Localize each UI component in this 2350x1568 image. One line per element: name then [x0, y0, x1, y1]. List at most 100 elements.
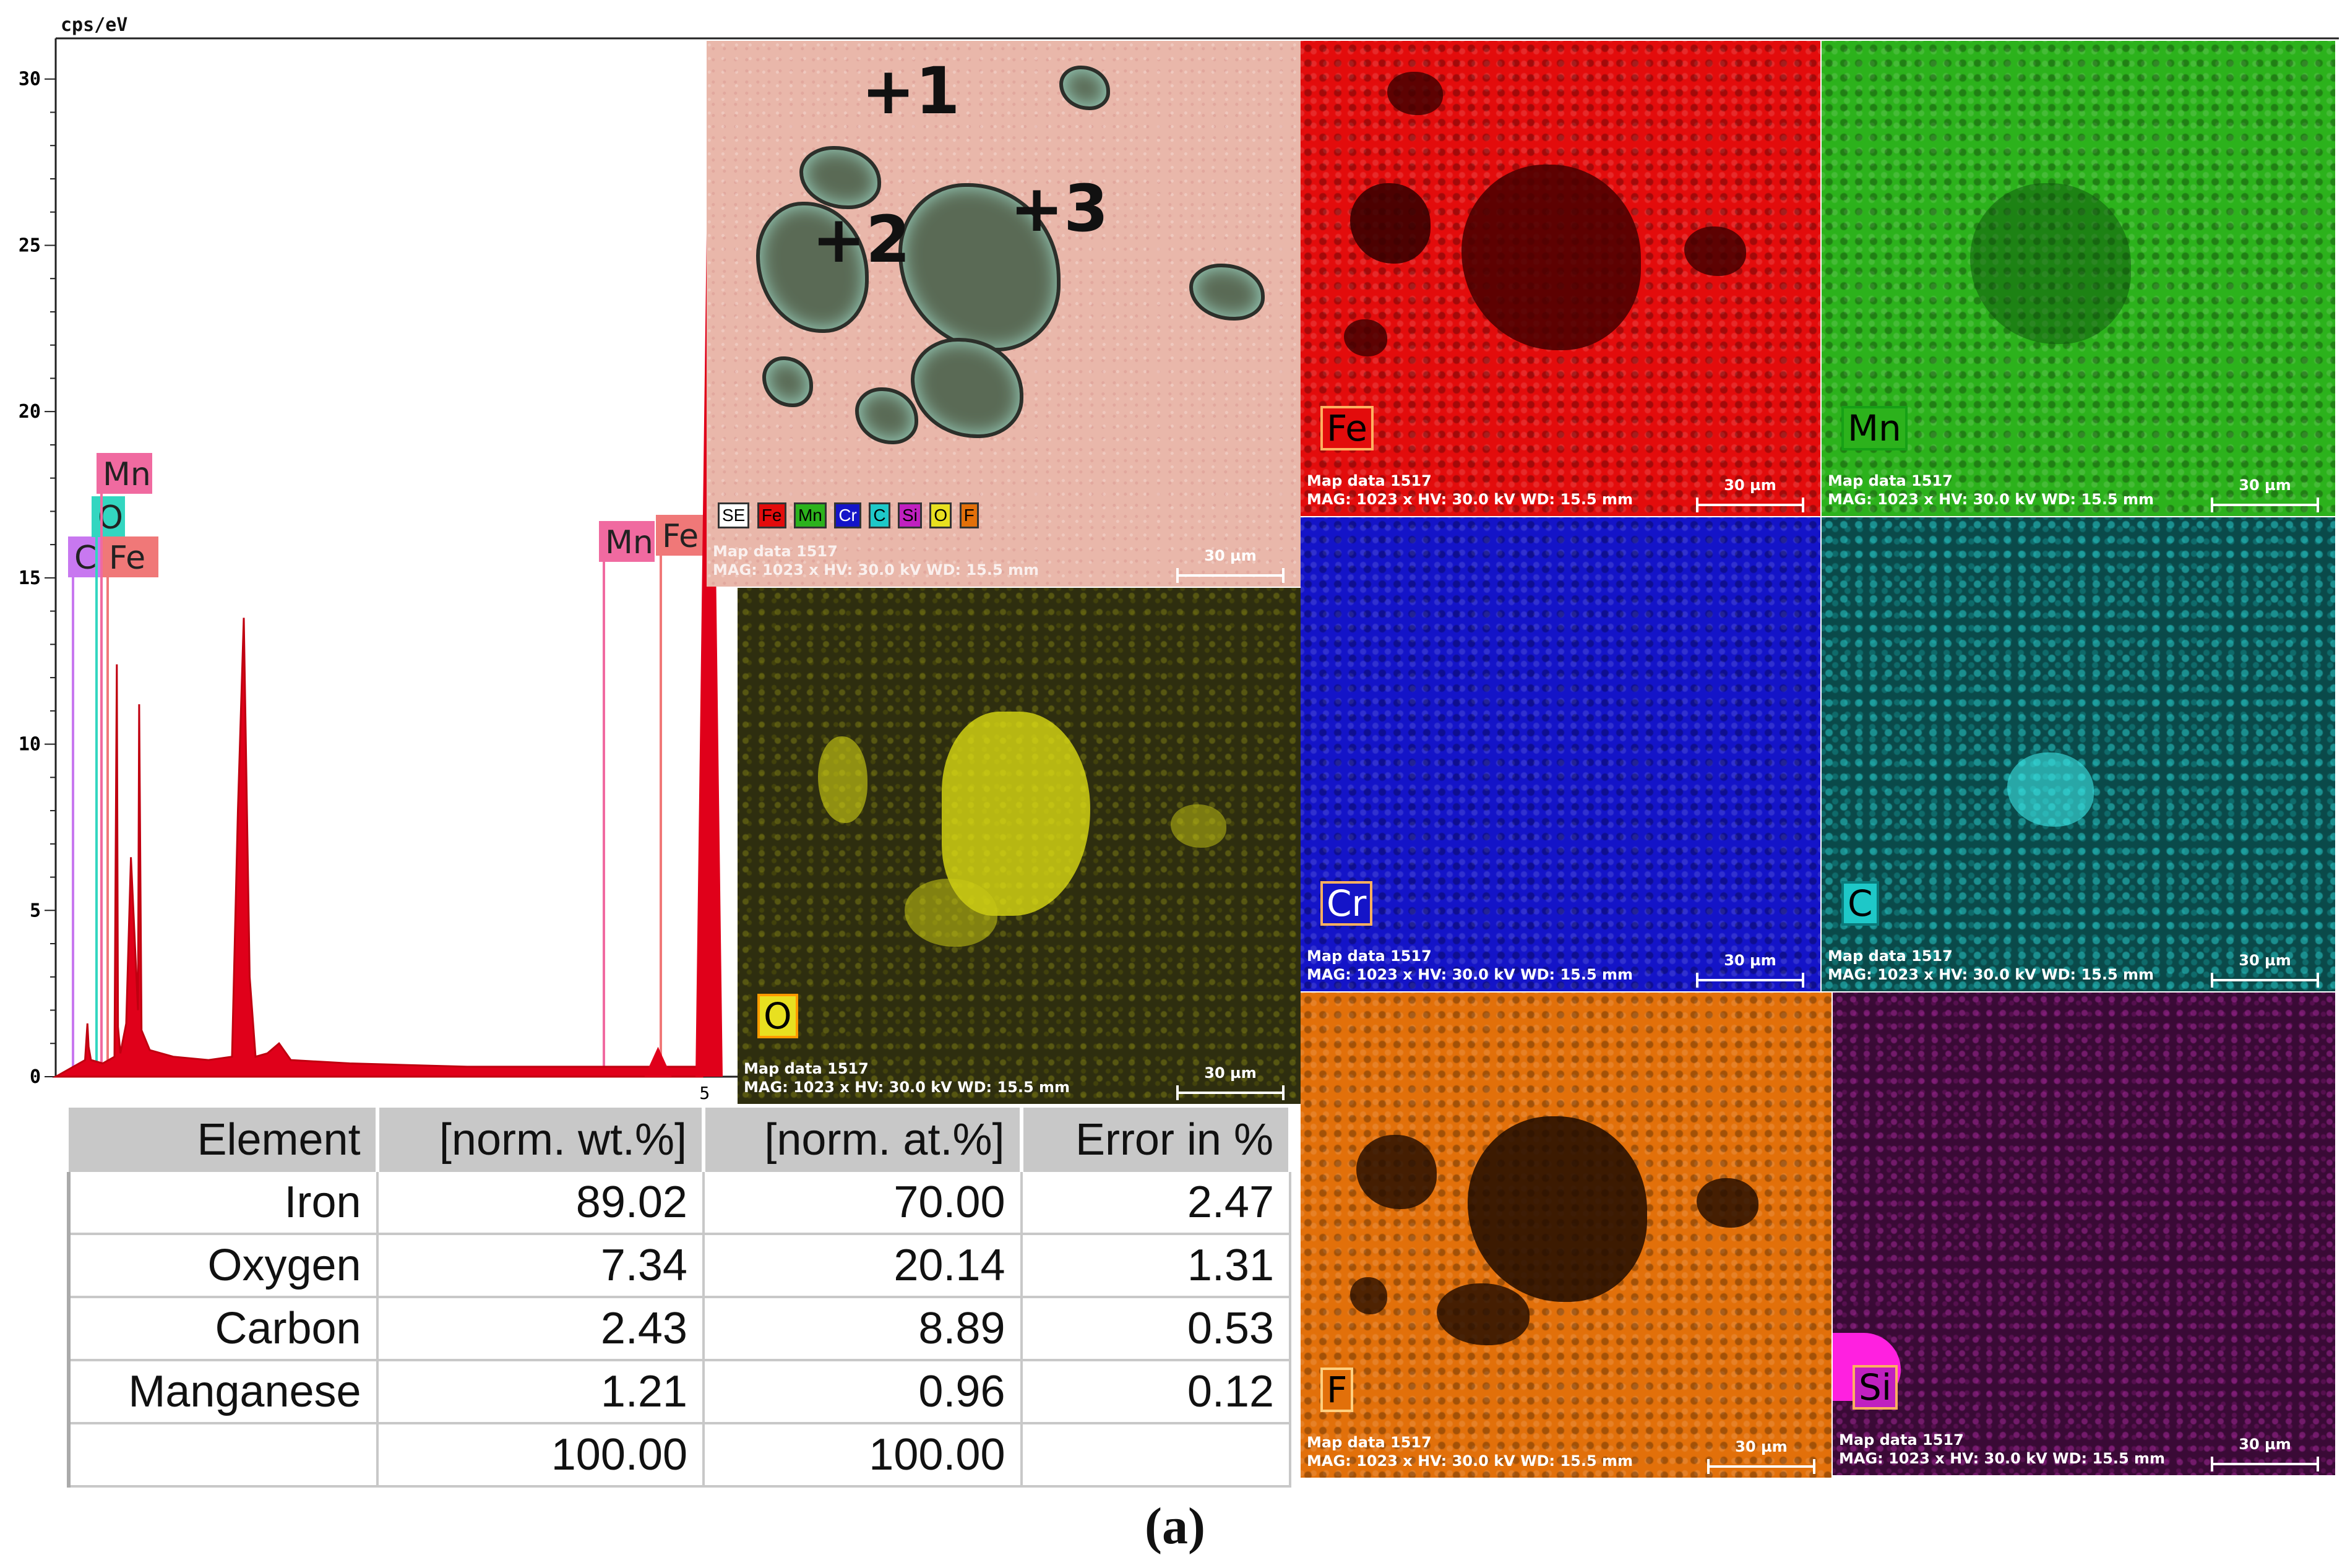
cell: 2.43	[376, 1297, 705, 1361]
legend-c: C	[869, 502, 890, 528]
map-mn-scale: 30 µm	[2239, 476, 2291, 494]
map-cr: Cr Map data 1517 MAG: 1023 x HV: 30.0 kV …	[1301, 517, 1820, 991]
map-cr-tag: Cr	[1320, 881, 1373, 926]
map-fe-tag: Fe	[1320, 406, 1374, 450]
map-mn-params: MAG: 1023 x HV: 30.0 kV WD: 15.5 mm	[1828, 491, 2154, 508]
map-title: Map data 1517	[713, 543, 838, 560]
map-fe-title: Map data 1517	[1307, 472, 1432, 489]
map-fe-params: MAG: 1023 x HV: 30.0 kV WD: 15.5 mm	[1307, 491, 1633, 508]
peak-label-mn: Mn	[605, 524, 653, 561]
map-c-scale: 30 µm	[2239, 952, 2291, 969]
cell: 0.53	[1020, 1297, 1291, 1361]
map-c: C Map data 1517 MAG: 1023 x HV: 30.0 kV W…	[1822, 517, 2335, 991]
col-wt: [norm. wt.%]	[377, 1108, 705, 1172]
map-mn: Mn Map data 1517 MAG: 1023 x HV: 30.0 kV …	[1822, 41, 2335, 516]
cell: 100.00	[702, 1423, 1023, 1488]
y-tick-label: 0	[30, 1066, 41, 1088]
scale-label: 30 µm	[1204, 547, 1257, 564]
table-header-row: Element [norm. wt.%] [norm. at.%] Error …	[69, 1108, 1292, 1172]
cell: Iron	[67, 1172, 379, 1235]
cell	[67, 1423, 379, 1488]
map-fe: Fe Map data 1517 MAG: 1023 x HV: 30.0 kV …	[1301, 41, 1820, 516]
y-ticks: 0 5 10 15 20 25 30	[19, 69, 56, 1088]
x-ticks: 5	[699, 1083, 710, 1103]
map-si-title: Map data 1517	[1839, 1431, 1964, 1449]
map-cr-scale: 30 µm	[1724, 952, 1776, 969]
peak-label-box-fe	[656, 515, 712, 556]
table-row: 100.00 100.00	[67, 1423, 1291, 1488]
spectrum-peak-0	[644, 1046, 672, 1077]
element-legend: SE Fe Mn Cr C Si O F	[718, 502, 984, 528]
caption-label: (a)	[1145, 1497, 1205, 1555]
spot-label-2: +2	[812, 202, 911, 277]
map-si-scale: 30 µm	[2239, 1436, 2291, 1453]
spot-label-3: +3	[1010, 171, 1109, 246]
map-si: Si Map data 1517 MAG: 1023 x HV: 30.0 kV …	[1833, 993, 2335, 1475]
table-row: Oxygen 7.34 20.14 1.31	[67, 1234, 1291, 1298]
map-f-tag: F	[1320, 1368, 1354, 1412]
table-row: Manganese 1.21 0.96 0.12	[67, 1360, 1291, 1424]
map-f-scale: 30 µm	[1735, 1438, 1788, 1455]
y-axis-unit-label: cps/eV	[61, 14, 127, 36]
peak-label-box-o	[92, 496, 125, 537]
legend-cr: Cr	[834, 502, 861, 528]
map-o-params: MAG: 1023 x HV: 30.0 kV WD: 15.5 mm	[744, 1079, 1070, 1096]
x-tick-label: 5	[699, 1083, 710, 1103]
col-at: [norm. at.%]	[703, 1108, 1023, 1172]
map-c-tag: C	[1841, 881, 1879, 926]
peak-label-mn: Mn	[103, 456, 151, 493]
cell: 0.12	[1020, 1360, 1291, 1424]
map-cr-title: Map data 1517	[1307, 947, 1432, 965]
map-params: MAG: 1023 x HV: 30.0 kV WD: 15.5 mm	[713, 561, 1039, 579]
peak-label-fe: Fe	[662, 518, 699, 555]
map-f-params: MAG: 1023 x HV: 30.0 kV WD: 15.5 mm	[1307, 1452, 1633, 1470]
map-c-title: Map data 1517	[1828, 947, 1953, 965]
peak-label-c: C	[74, 540, 97, 577]
y-tick-label: 20	[19, 401, 41, 423]
y-tick-label: 10	[19, 734, 41, 756]
map-f-title: Map data 1517	[1307, 1434, 1432, 1451]
peak-label-box-mn	[599, 521, 655, 562]
cell	[1020, 1423, 1291, 1488]
map-fe-scale: 30 µm	[1724, 476, 1776, 494]
peak-label-box-fe	[103, 536, 158, 577]
y-tick-label: 5	[30, 900, 41, 921]
legend-fe: Fe	[757, 502, 786, 528]
peak-label-fe: Fe	[109, 540, 145, 577]
map-o-title: Map data 1517	[744, 1060, 869, 1077]
legend-f: F	[959, 502, 979, 528]
map-c-params: MAG: 1023 x HV: 30.0 kV WD: 15.5 mm	[1828, 966, 2154, 983]
cell: 1.31	[1020, 1234, 1291, 1298]
col-error: Error in %	[1021, 1108, 1292, 1172]
map-o-scale: 30 µm	[1204, 1064, 1257, 1082]
cell: 2.47	[1020, 1172, 1291, 1235]
col-element: Element	[69, 1108, 379, 1172]
map-si-params: MAG: 1023 x HV: 30.0 kV WD: 15.5 mm	[1839, 1450, 2166, 1467]
legend-mn: Mn	[793, 502, 827, 528]
cell: 0.96	[702, 1360, 1023, 1424]
cell: 100.00	[376, 1423, 705, 1488]
cell: 7.34	[376, 1234, 705, 1298]
cell: 89.02	[376, 1172, 705, 1235]
y-tick-label: 25	[19, 235, 41, 256]
composition-table: Element [norm. wt.%] [norm. at.%] Error …	[67, 1108, 1292, 1488]
peak-label-box-mn	[97, 453, 152, 494]
se-composite-image: +1 +2 +3 SE Fe Mn Cr C Si O F Map data 1…	[707, 41, 1301, 587]
spectrum-series	[52, 618, 704, 1078]
spot-label-1: +1	[861, 53, 960, 129]
cell: 20.14	[702, 1234, 1023, 1298]
table-row: Iron 89.02 70.00 2.47	[67, 1172, 1291, 1235]
map-cr-params: MAG: 1023 x HV: 30.0 kV WD: 15.5 mm	[1307, 966, 1633, 983]
scale-bar: 30 µm	[1176, 547, 1285, 583]
y-tick-label: 15	[19, 567, 41, 589]
map-info: Map data 1517 MAG: 1023 x HV: 30.0 kV WD…	[713, 542, 1039, 579]
map-si-tag: Si	[1853, 1365, 1898, 1410]
legend-se: SE	[718, 502, 750, 528]
map-o-tag: O	[757, 994, 798, 1038]
cell: Carbon	[67, 1297, 379, 1361]
table-row: Carbon 2.43 8.89 0.53	[67, 1297, 1291, 1361]
map-mn-tag: Mn	[1841, 406, 1908, 450]
cell: Manganese	[67, 1360, 379, 1424]
map-f: F Map data 1517 MAG: 1023 x HV: 30.0 kV W…	[1301, 993, 1831, 1478]
